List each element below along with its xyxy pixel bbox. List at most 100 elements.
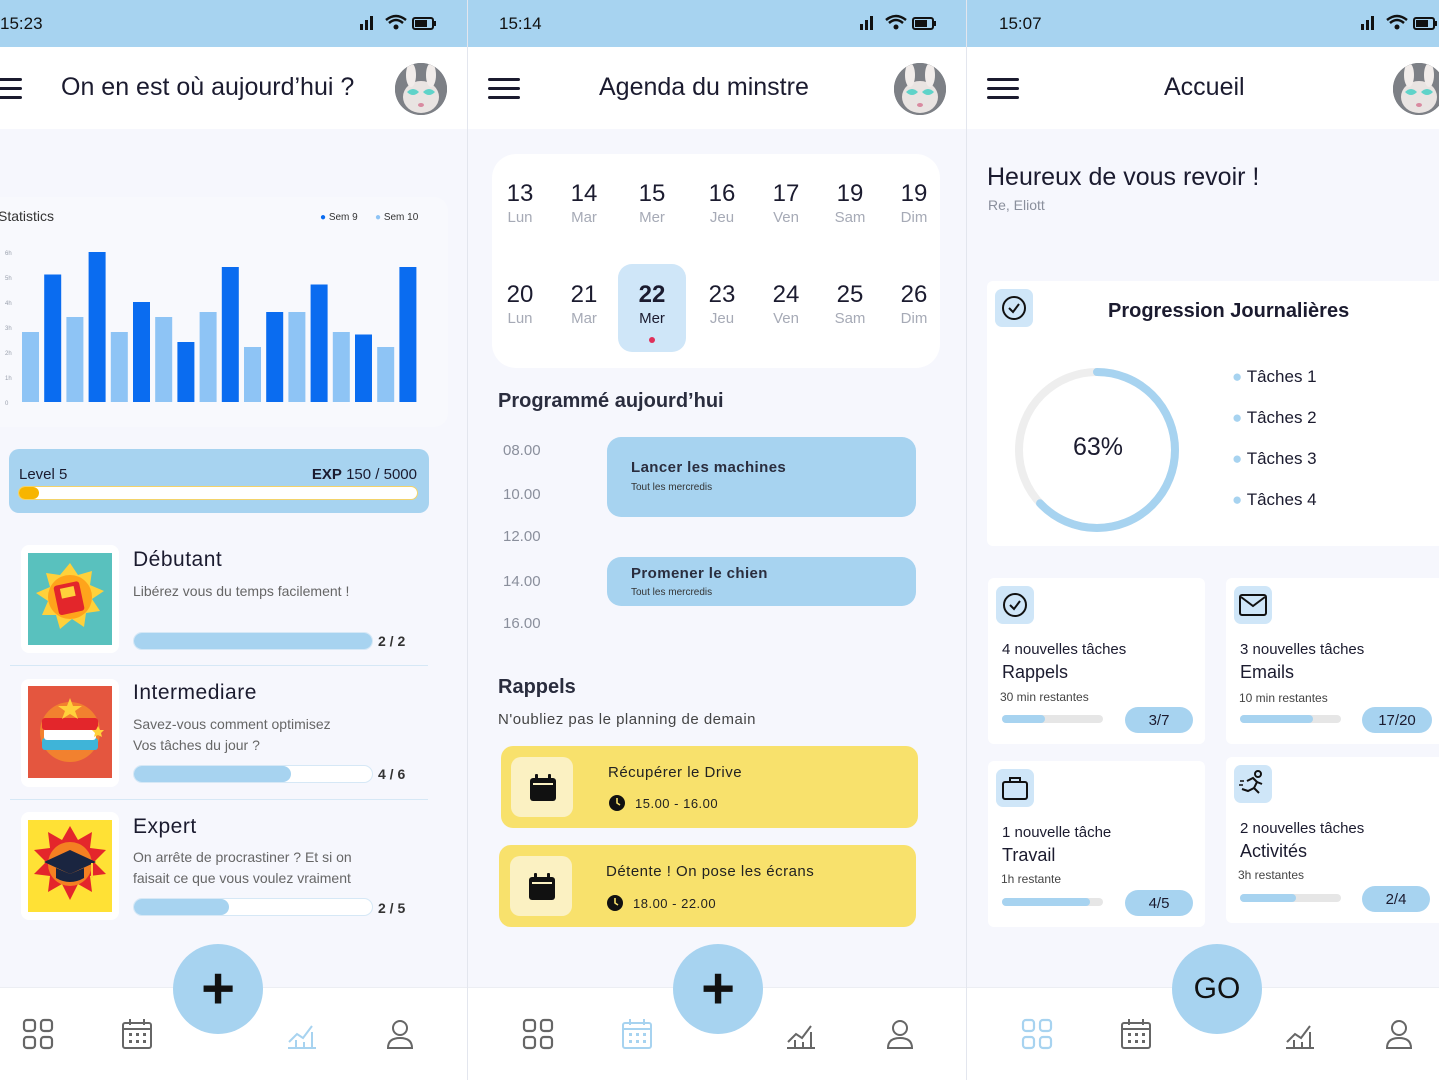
top-bar bbox=[468, 47, 966, 129]
tile-title: Rappels bbox=[1002, 662, 1069, 682]
dashboard-nav-icon[interactable] bbox=[22, 1018, 54, 1050]
page-title: On en est où aujourd’hui ? bbox=[61, 73, 355, 101]
stats-nav-icon[interactable] bbox=[785, 1018, 817, 1050]
calendar-day[interactable]: 15 Mer bbox=[618, 163, 686, 251]
tile-count: 2/4 bbox=[1362, 886, 1430, 912]
reminder-card[interactable]: Détente ! On pose les écrans 18.00 - 22.… bbox=[499, 845, 916, 927]
tile-progress bbox=[1002, 715, 1103, 723]
add-button[interactable]: + bbox=[173, 944, 263, 1034]
tile-icon-bg bbox=[996, 769, 1034, 807]
reminder-card[interactable]: Récupérer le Drive 15.00 - 16.00 bbox=[501, 746, 918, 828]
calendar-day[interactable]: 16 Jeu bbox=[688, 163, 756, 251]
calendar-day[interactable]: 24 Ven bbox=[752, 264, 820, 352]
menu-icon[interactable] bbox=[987, 78, 1019, 100]
reminder-title: Détente ! On pose les écrans bbox=[606, 863, 815, 880]
calendar-day[interactable]: 23 Jeu bbox=[688, 264, 756, 352]
day-label: Sam bbox=[834, 310, 866, 327]
day-label: Dim bbox=[900, 209, 928, 226]
stats-nav-icon[interactable] bbox=[286, 1018, 318, 1050]
chart-bar bbox=[66, 317, 84, 402]
calendar-day[interactable]: 19 Dim bbox=[880, 163, 948, 251]
event-card[interactable]: Lancer les machines Tout les mercredis bbox=[607, 437, 916, 517]
dashboard-nav-icon[interactable] bbox=[522, 1018, 554, 1050]
calendar-nav-icon[interactable] bbox=[621, 1018, 653, 1050]
bar-chart: 6h 5h 4h 3h 2h 1h 0 bbox=[5, 251, 417, 407]
tile-icon-bg bbox=[1234, 765, 1272, 803]
welcome-title: Heureux de vous revoir ! bbox=[987, 163, 1260, 191]
status-bar: 15:07 bbox=[967, 0, 1439, 47]
dashboard-nav-icon[interactable] bbox=[1021, 1018, 1053, 1050]
status-bar: 15:23 bbox=[0, 0, 467, 47]
day-label: Ven bbox=[773, 310, 799, 327]
calendar-day[interactable]: 26 Dim bbox=[880, 264, 948, 352]
avatar[interactable] bbox=[894, 63, 946, 115]
calendar-day[interactable]: 14 Mar bbox=[550, 163, 618, 251]
course-count: 2 / 5 bbox=[378, 900, 406, 916]
calendar-nav-icon[interactable] bbox=[121, 1018, 153, 1050]
task-tile-activites[interactable]: 2 nouvelles tâches Activités 3h restante… bbox=[1226, 757, 1439, 923]
screen-home: 15:07 Accueil Heureux de vous revoir ! R… bbox=[967, 0, 1439, 1080]
top-bar bbox=[0, 47, 467, 129]
reminders-subtitle: N'oubliez pas le planning de demain bbox=[498, 711, 757, 728]
avatar[interactable] bbox=[1393, 63, 1439, 115]
go-button[interactable]: GO bbox=[1172, 944, 1262, 1034]
mail-icon bbox=[1239, 594, 1267, 616]
chart-bar bbox=[332, 332, 350, 402]
status-icons bbox=[860, 14, 936, 30]
course-desc-2: Vos tâches du jour ? bbox=[133, 737, 260, 753]
calendar-nav-icon[interactable] bbox=[1120, 1018, 1152, 1050]
add-button[interactable]: + bbox=[673, 944, 763, 1034]
profile-nav-icon[interactable] bbox=[384, 1018, 416, 1050]
course-desc: Libérez vous du temps facilement ! bbox=[133, 583, 350, 599]
y-tick-label: 5h bbox=[5, 276, 12, 282]
day-number: 17 bbox=[772, 180, 800, 207]
tile-icon-bg bbox=[996, 586, 1034, 624]
course-count: 2 / 2 bbox=[378, 633, 406, 649]
tile-count: 3/7 bbox=[1125, 707, 1193, 733]
task-tile-rappels[interactable]: 4 nouvelles tâches Rappels 30 min restan… bbox=[988, 578, 1205, 744]
calendar-day[interactable]: 13 Lun bbox=[486, 163, 554, 251]
menu-icon[interactable] bbox=[488, 78, 520, 100]
profile-nav-icon[interactable] bbox=[884, 1018, 916, 1050]
day-label: Lun bbox=[507, 310, 533, 327]
tile-progress bbox=[1240, 715, 1341, 723]
event-card[interactable]: Promener le chien Tout les mercredis bbox=[607, 557, 916, 606]
level-card: Level 5 EXP 150 / 5000 bbox=[9, 449, 429, 513]
menu-icon[interactable] bbox=[0, 78, 22, 100]
course-title: Intermediare bbox=[133, 681, 257, 704]
book-icon bbox=[28, 553, 112, 645]
tile-time: 1h restante bbox=[1001, 872, 1062, 886]
books-stack-icon bbox=[28, 686, 112, 778]
chart-bar bbox=[399, 267, 417, 402]
calendar-day[interactable]: 19 Sam bbox=[816, 163, 884, 251]
calendar-day[interactable]: 17 Ven bbox=[752, 163, 820, 251]
chart-bar bbox=[199, 312, 217, 402]
avatar[interactable] bbox=[395, 63, 447, 115]
calendar-day-selected[interactable]: 22 Mer bbox=[618, 264, 686, 352]
task-tile-travail[interactable]: 1 nouvelle tâche Travail 1h restante 4/5 bbox=[988, 761, 1205, 927]
chart-bar bbox=[288, 312, 306, 402]
stats-nav-icon[interactable] bbox=[1284, 1018, 1316, 1050]
calendar-day[interactable]: 20 Lun bbox=[486, 264, 554, 352]
chart-bar bbox=[221, 267, 239, 402]
schedule-title: Programmé aujourd’hui bbox=[498, 390, 724, 412]
chart-bar bbox=[177, 342, 195, 402]
day-label: Lun bbox=[507, 209, 533, 226]
tile-subtitle: 1 nouvelle tâche bbox=[1002, 824, 1112, 841]
tile-time: 30 min restantes bbox=[1000, 690, 1089, 704]
tile-progress bbox=[1002, 898, 1103, 906]
day-number: 23 bbox=[708, 281, 736, 308]
chart-bar bbox=[110, 332, 128, 402]
chart-bar bbox=[355, 334, 372, 402]
screen-agenda: 15:14 Agenda du minstre 13 Lun 14 Mar 15 Mer 1… bbox=[468, 0, 966, 1080]
profile-nav-icon[interactable] bbox=[1383, 1018, 1415, 1050]
event-title: Promener le chien bbox=[631, 565, 768, 582]
calendar-day[interactable]: 25 Sam bbox=[816, 264, 884, 352]
day-number: 19 bbox=[900, 180, 928, 207]
legend-item: ● Tâches 1 bbox=[1232, 367, 1317, 386]
task-tile-emails[interactable]: 3 nouvelles tâches Emails 10 min restant… bbox=[1226, 578, 1439, 744]
y-tick-label: 6h bbox=[5, 251, 12, 257]
calendar-day[interactable]: 21 Mar bbox=[550, 264, 618, 352]
progress-card: Progression Journalières 63% ● Tâches 1 … bbox=[987, 281, 1439, 546]
event-sub: Tout les mercredis bbox=[631, 482, 713, 493]
